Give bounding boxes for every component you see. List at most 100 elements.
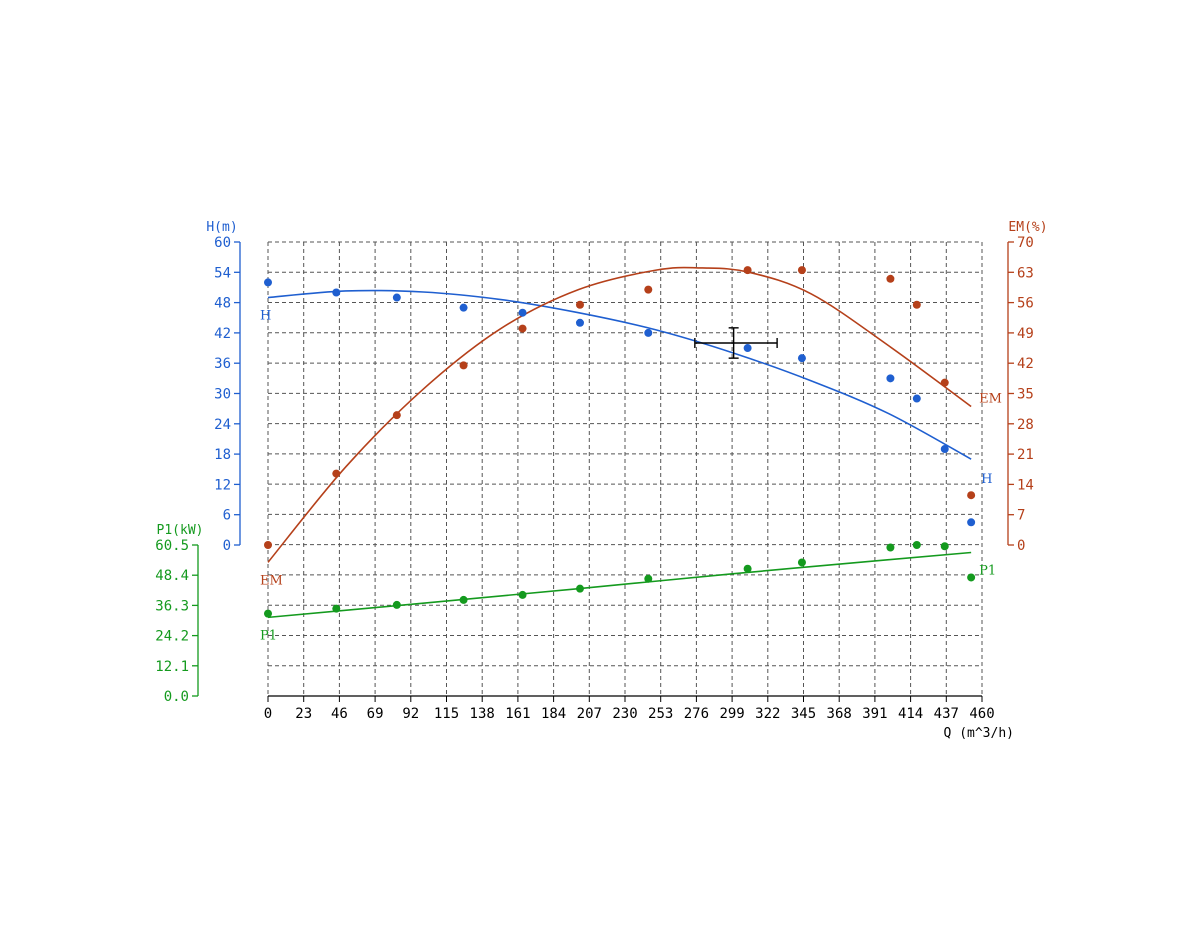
x-tick-label: 437: [934, 706, 959, 722]
h-data-point: [886, 374, 895, 383]
h-axis-tick-label: 24: [214, 417, 231, 433]
x-tick-label: 69: [367, 706, 384, 722]
data-points: [264, 266, 976, 618]
em-axis-tick-label: 63: [1017, 265, 1034, 281]
h-axis-tick-label: 0: [223, 538, 231, 554]
x-tick-label: 276: [684, 706, 709, 722]
h-axis-tick-label: 12: [214, 477, 231, 493]
x-tick-label: 184: [541, 706, 566, 722]
h-axis-tick-label: 18: [214, 447, 231, 463]
p1-end-label: P1: [979, 563, 996, 578]
x-tick-label: 23: [295, 706, 312, 722]
em-data-point: [644, 285, 653, 294]
em-axis-title: EM(%): [1008, 220, 1047, 235]
em-data-point: [886, 274, 895, 283]
em-axis-tick-label: 70: [1017, 235, 1034, 251]
em-data-point: [392, 411, 401, 420]
x-tick-label: 299: [719, 706, 744, 722]
x-tick-label: 46: [331, 706, 348, 722]
h-data-point: [940, 445, 949, 454]
x-tick-label: 414: [898, 706, 923, 722]
em-axis-tick-label: 28: [1017, 417, 1034, 433]
em-axis-tick-label: 56: [1017, 296, 1034, 312]
p1-data-point: [575, 584, 584, 593]
h-start-label: H: [260, 309, 271, 324]
h-data-point: [332, 288, 341, 297]
h-axis-tick-label: 30: [214, 387, 231, 403]
p1-fit-curve: [267, 551, 972, 619]
em-data-point: [332, 469, 341, 478]
p1-data-point: [886, 543, 895, 552]
h-data-point: [644, 328, 653, 337]
em-fit-curve: [267, 266, 972, 563]
x-tick-label: 207: [577, 706, 602, 722]
axes: 0 23 46 69 92 115 138 161 184 207 230 253 276 299 322 3…: [155, 220, 1047, 741]
em-end-label: EM: [979, 391, 1002, 406]
h-data-point: [264, 278, 272, 287]
grid-lines: [267, 241, 983, 697]
labels: H H EM EM P1 P1: [260, 309, 1002, 644]
em-data-point: [912, 300, 921, 309]
h-data-point: [743, 344, 752, 353]
p1-axis-tick-label: 60.5: [155, 538, 189, 554]
em-data-point: [743, 266, 752, 275]
x-tick-label: 138: [470, 706, 495, 722]
x-tick-label: 161: [505, 706, 530, 722]
x-axis-title: Q (m^3/h): [944, 726, 1014, 741]
p1-data-point: [518, 590, 527, 599]
operating-point-marker: [694, 327, 778, 359]
h-axis-tick-label: 60: [214, 235, 231, 251]
p1-axis-tick-label: 0.0: [164, 689, 189, 705]
h-fit-curve: [267, 289, 972, 460]
p1-data-point: [797, 558, 806, 567]
em-axis-tick-label: 42: [1017, 356, 1034, 372]
h-axis-title: H(m): [206, 220, 237, 235]
em-data-point: [797, 266, 806, 275]
p1-data-point: [940, 542, 949, 551]
p1-axis-tick-label: 12.1: [155, 659, 189, 675]
p1-axis-tick-label: 36.3: [155, 598, 189, 614]
em-data-point: [967, 491, 976, 500]
x-tick-label: 391: [862, 706, 887, 722]
x-tick-label: 253: [648, 706, 673, 722]
h-data-point: [967, 518, 976, 527]
h-data-point: [797, 354, 806, 363]
h-data-point: [912, 394, 921, 403]
em-data-point: [940, 378, 949, 387]
h-data-point: [459, 303, 468, 312]
p1-axis-tick-label: 24.2: [155, 629, 189, 645]
x-tick-label: 230: [612, 706, 637, 722]
x-tick-label: 0: [264, 706, 272, 722]
h-axis-tick-label: 36: [214, 356, 231, 372]
em-data-point: [459, 361, 468, 370]
em-data-point: [518, 324, 527, 333]
x-tick-label: 322: [755, 706, 780, 722]
p1-data-point: [264, 609, 272, 618]
em-axis-tick-label: 14: [1017, 477, 1034, 493]
p1-axis-tick-label: 48.4: [155, 568, 189, 584]
em-axis-tick-label: 0: [1017, 538, 1025, 554]
p1-data-point: [459, 595, 468, 604]
p1-data-point: [912, 541, 921, 549]
x-tick-label: 92: [402, 706, 419, 722]
x-tick-label: 368: [827, 706, 852, 722]
em-axis-tick-label: 35: [1017, 387, 1034, 403]
x-tick-label: 460: [969, 706, 994, 722]
em-axis-tick-label: 7: [1017, 508, 1025, 524]
em-axis-tick-label: 49: [1017, 326, 1034, 342]
h-end-label: H: [981, 472, 992, 487]
h-data-point: [518, 308, 527, 317]
p1-data-point: [743, 564, 752, 573]
em-start-label: EM: [260, 573, 283, 588]
p1-start-label: P1: [260, 628, 277, 643]
h-axis-tick-label: 42: [214, 326, 231, 342]
p1-axis-title: P1(kW): [157, 523, 204, 538]
h-axis-tick-label: 6: [223, 508, 231, 524]
p1-data-point: [967, 573, 976, 582]
h-data-point: [575, 318, 584, 327]
em-data-point: [575, 300, 584, 309]
h-data-point: [392, 293, 401, 302]
em-axis-tick-label: 21: [1017, 447, 1034, 463]
fit-curves: [267, 266, 972, 619]
